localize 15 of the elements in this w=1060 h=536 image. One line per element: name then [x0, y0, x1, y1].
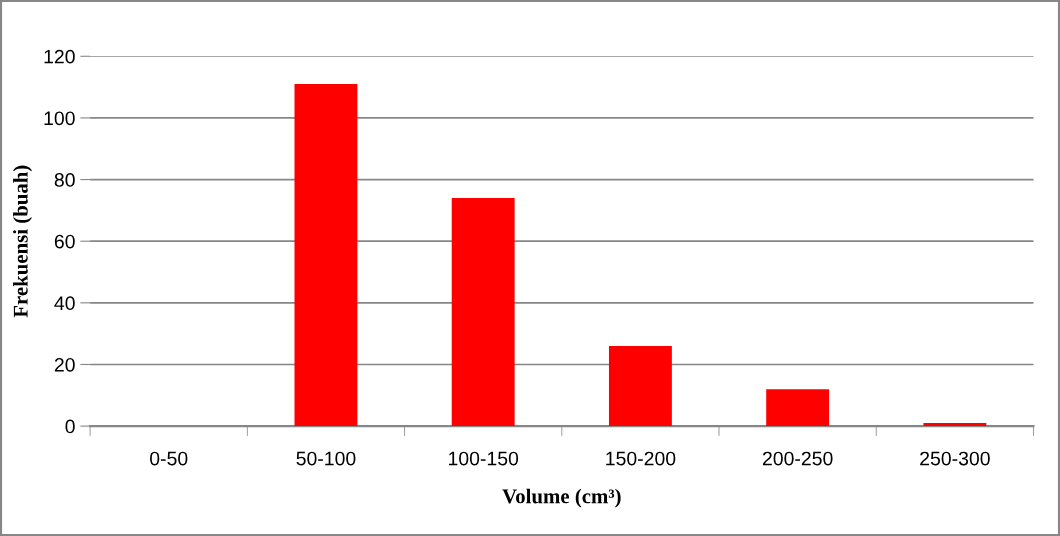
x-axis-title: Volume (cm³) [502, 488, 621, 508]
y-tick-label: 40 [54, 296, 75, 311]
y-tick-label: 120 [44, 49, 75, 64]
x-tick-label: 200-250 [762, 451, 833, 466]
x-tick-label: 50-100 [296, 451, 356, 466]
y-tick-label: 100 [44, 111, 75, 126]
x-tick-label: 150-200 [606, 451, 676, 466]
x-tick-label: 0-50 [150, 451, 188, 466]
y-tick-label: 20 [54, 357, 75, 372]
y-axis-title: Frekuensi (buah) [13, 165, 32, 318]
y-tick-label: 0 [65, 419, 75, 434]
x-tick-label: 100-150 [448, 451, 519, 466]
x-tick-label: 250-300 [920, 451, 990, 466]
y-tick-label: 80 [54, 173, 75, 187]
y-tick-label: 60 [54, 234, 75, 249]
